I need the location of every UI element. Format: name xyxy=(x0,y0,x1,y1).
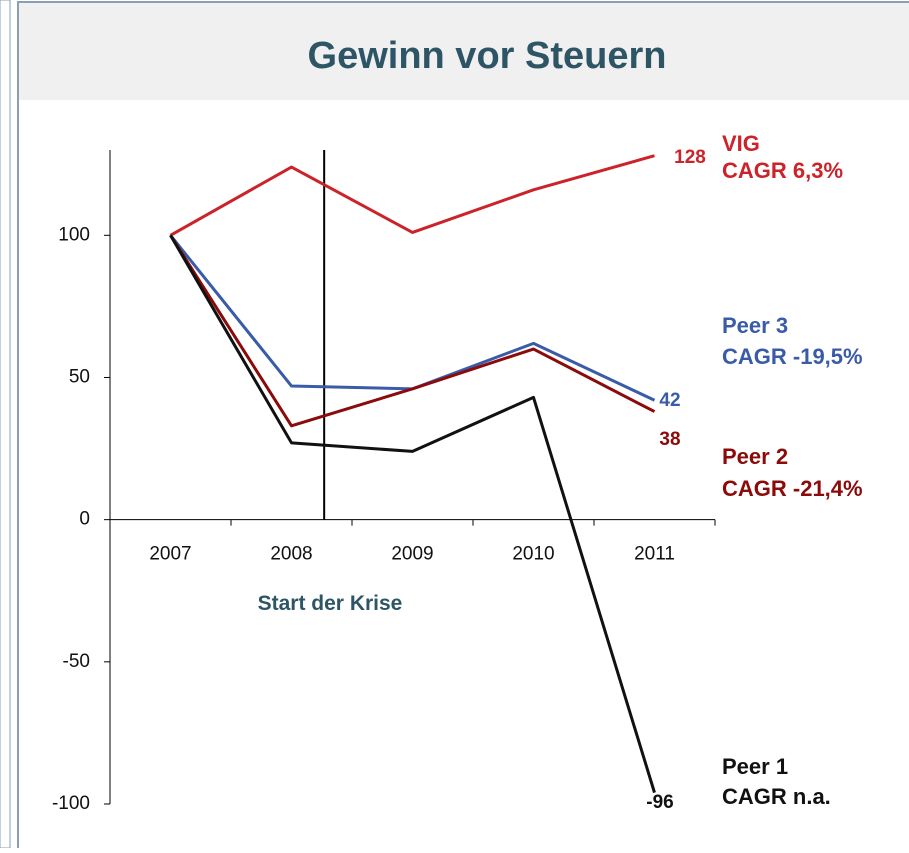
series-line xyxy=(169,234,656,428)
y-tick-label: -50 xyxy=(63,651,90,672)
header xyxy=(19,3,909,100)
legend-label: Peer 2 xyxy=(722,444,788,469)
annotation: Start der Krise xyxy=(258,592,403,615)
x-tick-label: 2011 xyxy=(634,544,675,565)
value-label: 128 xyxy=(674,147,706,168)
y-tick-label: 50 xyxy=(69,366,90,387)
series-line xyxy=(169,154,655,237)
chart-title: Gewinn vor Steuern xyxy=(308,35,667,77)
y-tick-label: 0 xyxy=(79,509,90,530)
left-strip xyxy=(0,0,11,849)
value-label: -96 xyxy=(646,792,673,813)
value-label: 42 xyxy=(659,390,680,411)
value-label: 38 xyxy=(659,429,680,450)
legend-label: VIG xyxy=(722,131,760,156)
cagr-label: CAGR 6,3% xyxy=(722,158,843,183)
x-tick-label: 2007 xyxy=(149,544,191,565)
cagr-label: CAGR -19,5% xyxy=(722,344,863,369)
y-tick-label: 100 xyxy=(58,224,90,245)
y-tick-label: -100 xyxy=(52,793,90,814)
cagr-label: CAGR n.a. xyxy=(722,784,831,809)
x-tick-label: 2010 xyxy=(512,544,554,565)
legend-label: Peer 3 xyxy=(722,313,788,338)
x-tick-label: 2009 xyxy=(391,544,433,565)
cagr-label: CAGR -21,4% xyxy=(722,476,863,501)
legend-label: Peer 1 xyxy=(722,754,788,779)
series-line xyxy=(169,234,656,794)
x-tick-label: 2008 xyxy=(270,544,312,565)
